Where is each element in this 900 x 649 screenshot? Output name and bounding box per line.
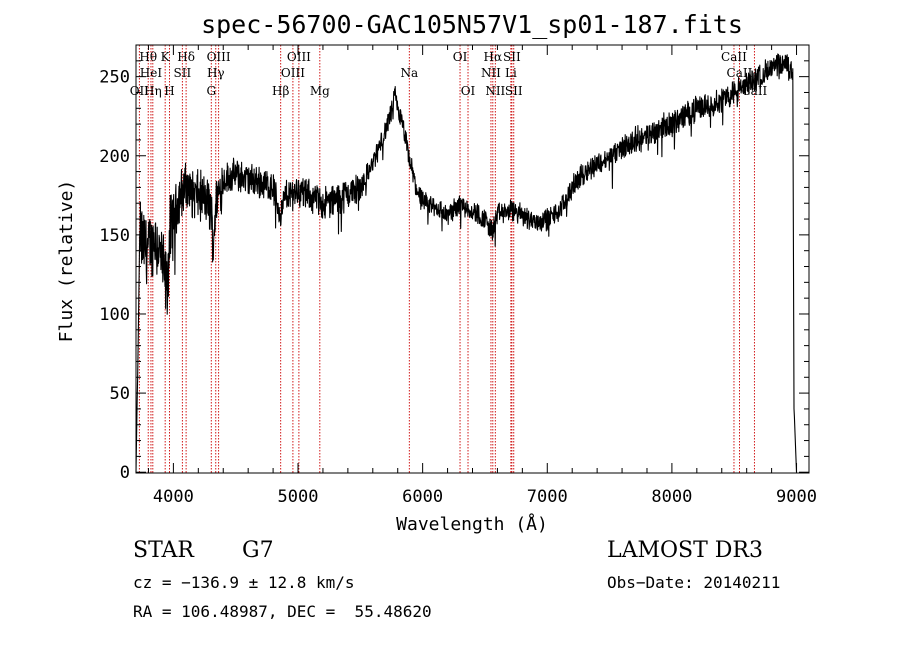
x-tick-label: 6000	[402, 487, 443, 507]
object-class: STAR	[133, 538, 194, 563]
x-tick-label: 4000	[153, 487, 194, 507]
emission-line-label: OIII	[287, 50, 311, 64]
emission-line-label: K	[161, 50, 171, 64]
emission-line-label: OII	[130, 84, 150, 98]
emission-line-label: SII	[174, 66, 192, 80]
emission-line-labels: OIIHθHeIHηKHSIIHδHγGOIIIHβOIIIOIIIMgNaOI…	[130, 50, 768, 98]
x-tick-label: 5000	[278, 487, 319, 507]
x-axis-label: Wavelength (Å)	[396, 513, 548, 535]
redshift-velocity: cz = −136.9 ± 12.8 km/s	[133, 573, 355, 592]
emission-line-label: HeI	[140, 66, 163, 80]
y-axis: 0 50 100 150 200 250	[99, 60, 809, 483]
x-tick-label: 9000	[776, 487, 817, 507]
emission-line-label: NII	[481, 66, 501, 80]
emission-line-label: Hδ	[177, 50, 195, 64]
survey-name: LAMOST DR3	[607, 538, 763, 563]
x-tick-label: 8000	[651, 487, 692, 507]
emission-line-label: Hη	[144, 84, 162, 98]
emission-line-label: Hγ	[207, 66, 225, 80]
emission-line-markers	[138, 45, 755, 473]
emission-line-label: OIII	[281, 66, 305, 80]
y-tick-label: 250	[99, 68, 130, 88]
spectrum-line	[135, 53, 798, 473]
emission-line-label: OI	[461, 84, 476, 98]
y-tick-label: 200	[99, 147, 130, 167]
observation-date: Obs−Date: 20140211	[607, 573, 781, 592]
emission-line-label: Li	[505, 66, 517, 80]
emission-line-label: Hβ	[272, 84, 289, 98]
emission-line-label: OIII	[207, 50, 231, 64]
emission-line-label: Hθ	[139, 50, 157, 64]
emission-line-label: SII	[503, 50, 521, 64]
object-subclass: G7	[242, 538, 274, 563]
emission-line-label: Mg	[310, 84, 330, 98]
chart-title: spec-56700-GAC105N57V1_sp01-187.fits	[201, 10, 743, 39]
emission-line-label: H	[164, 84, 174, 98]
y-tick-label: 100	[99, 305, 130, 325]
emission-line-label: G	[206, 84, 216, 98]
emission-line-label: SII	[505, 84, 523, 98]
y-tick-label: 150	[99, 226, 130, 246]
emission-line-label: CaII	[721, 50, 747, 64]
ra-dec-coordinates: RA = 106.48987, DEC = 55.48620	[133, 602, 432, 621]
y-axis-label: Flux (relative)	[56, 180, 77, 343]
y-tick-label: 50	[110, 384, 130, 404]
x-axis: 4000 5000 6000 7000 8000 9000	[147, 45, 817, 507]
emission-line-label: Na	[400, 66, 418, 80]
x-tick-label: 7000	[527, 487, 568, 507]
emission-line-label: Hα	[484, 50, 503, 64]
emission-line-label: OI	[453, 50, 468, 64]
y-tick-label: 0	[120, 463, 130, 483]
emission-line-label: NII	[485, 84, 505, 98]
